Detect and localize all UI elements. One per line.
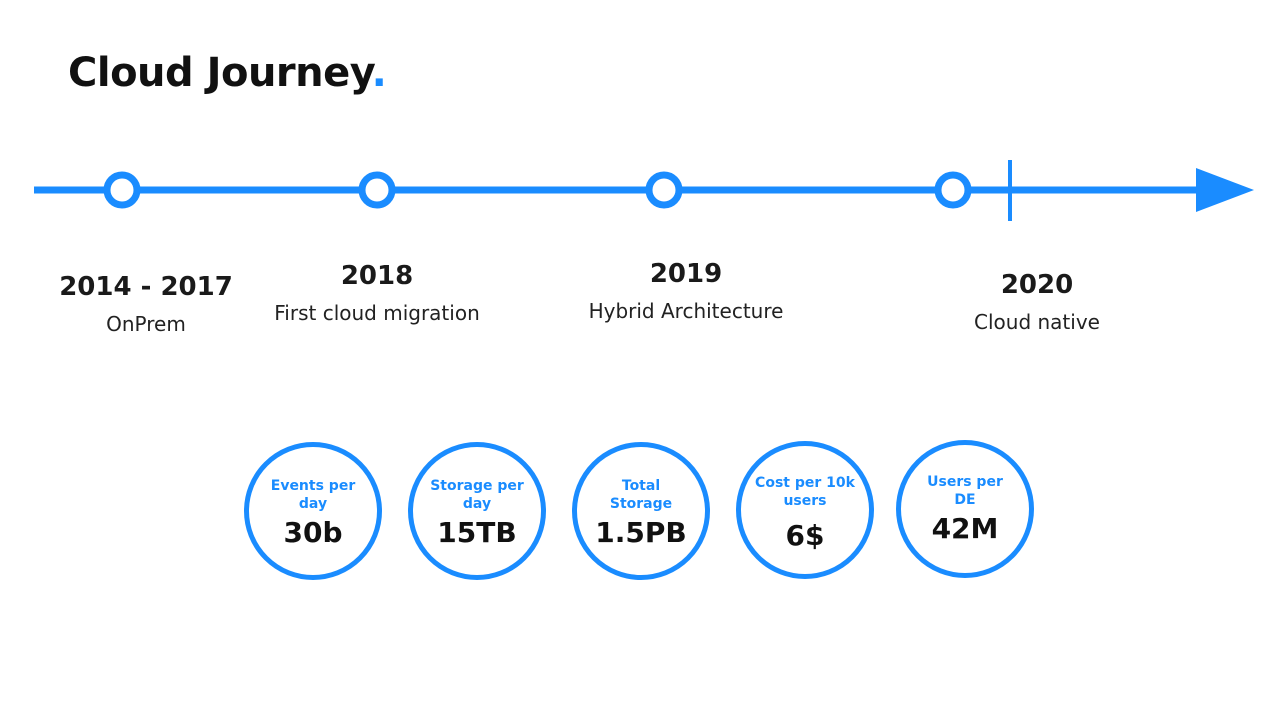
title-text: Cloud Journey	[68, 50, 372, 96]
timeline	[34, 160, 1254, 221]
title-dot: .	[371, 50, 387, 96]
milestone-2019: 2019 Hybrid Architecture	[556, 259, 816, 323]
stat-storage-per-day: Storage per day 15TB	[408, 442, 546, 580]
milestone-year: 2020	[1000, 270, 1074, 300]
milestone-2020: 2020 Cloud native	[907, 270, 1167, 334]
stat-events-per-day: Events per day 30b	[244, 442, 382, 580]
timeline-node-2014-2017	[103, 171, 141, 209]
milestone-year: 2014 - 2017	[59, 272, 233, 302]
stat-users-per-de: Users per DE 42M	[896, 440, 1034, 578]
stat-label: Users per DE	[927, 474, 1003, 508]
timeline-node-2020	[934, 171, 972, 209]
milestone-label: First cloud migration	[274, 301, 480, 325]
stat-total-storage: Total Storage 1.5PB	[572, 442, 710, 580]
milestone-year: 2018	[340, 261, 414, 291]
timeline-node-2019	[645, 171, 683, 209]
stat-value: 6$	[785, 519, 825, 552]
milestone-2014-2017: 2014 - 2017 OnPrem	[16, 272, 276, 336]
timeline-node-2018	[358, 171, 396, 209]
stat-label: Storage per day	[430, 478, 524, 512]
stat-label: Total Storage	[609, 478, 673, 512]
timeline-arrowhead	[1196, 168, 1254, 212]
stat-value: 15TB	[437, 516, 517, 549]
stat-value: 1.5PB	[595, 516, 687, 549]
milestone-2018: 2018 First cloud migration	[247, 261, 507, 325]
milestone-label: Hybrid Architecture	[588, 299, 784, 323]
stat-value: 30b	[283, 516, 343, 549]
page-title: Cloud Journey.	[68, 50, 387, 96]
milestone-label: OnPrem	[106, 312, 186, 336]
stat-label: Events per day	[270, 478, 356, 512]
stat-label: Cost per 10k users	[755, 475, 855, 509]
stat-cost-per-10k-users: Cost per 10k users 6$	[736, 441, 874, 579]
milestone-label: Cloud native	[974, 310, 1100, 334]
milestone-year: 2019	[649, 259, 723, 289]
stat-value: 42M	[931, 512, 999, 545]
